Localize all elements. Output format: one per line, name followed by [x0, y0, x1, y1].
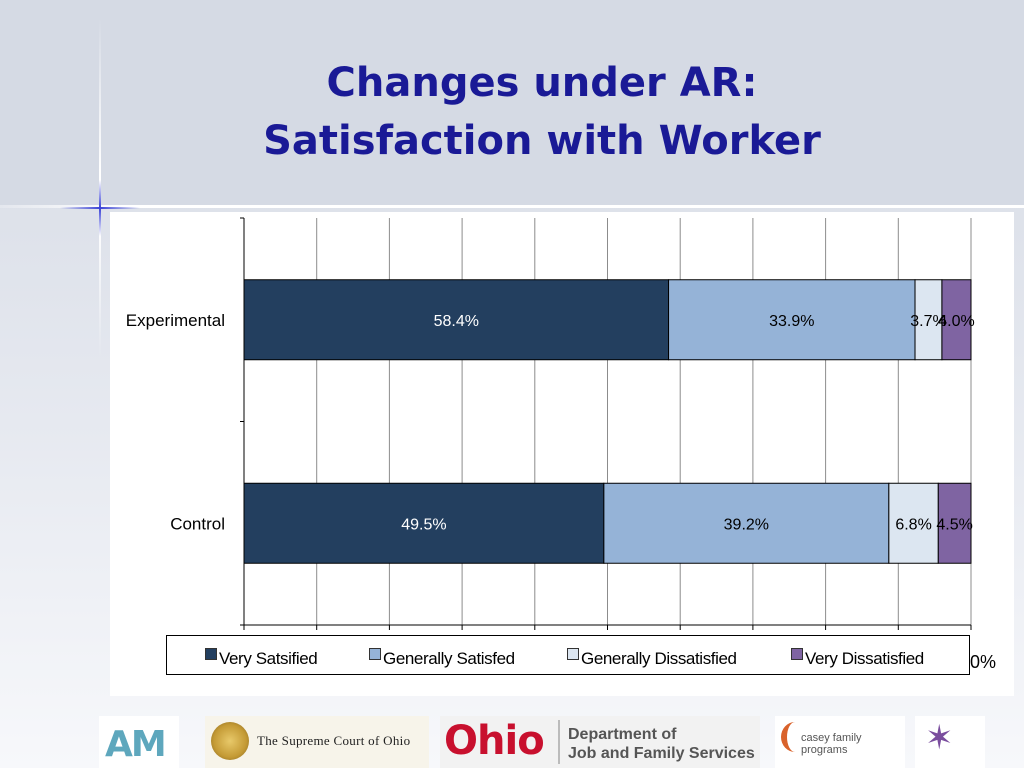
casey-swoosh-icon — [781, 722, 809, 752]
slide-header — [0, 0, 1024, 205]
stacked-bar-chart: 58.4% 33.9% 3.7%4.0% 49.5% 39.2% 6.8% 4.5% Exp… — [126, 217, 975, 630]
legend-label: Very Satsified — [219, 649, 318, 668]
court-logo: The Supreme Court of Ohio — [205, 716, 429, 768]
logo-separator — [558, 720, 560, 764]
data-label: 3.7% — [910, 313, 946, 330]
childrens-trust-fund-icon: ✶ — [915, 716, 985, 768]
slide-title: Changes under AR: Satisfaction with Work… — [0, 54, 1024, 170]
category-label: Control — [170, 514, 225, 533]
legend-swatch — [205, 648, 217, 660]
legend-swatch — [791, 648, 803, 660]
dept-line-1: Department of — [568, 726, 677, 743]
legend-item-very-satisfied: Very Satsified — [205, 648, 318, 668]
category-label: Experimental — [126, 311, 225, 330]
x-axis-tick-label: 0% — [970, 652, 997, 672]
bar-segment — [603, 482, 890, 564]
casey-logo: casey family programs — [775, 716, 905, 768]
legend-label: Generally Dissatisfied — [581, 649, 737, 668]
legend-label: Very Dissatisfied — [805, 649, 924, 668]
title-line-2: Satisfaction with Worker — [263, 118, 821, 164]
data-labels: 58.4% 33.9% 3.7%4.0% 49.5% 39.2% 6.8% 4.5% — [401, 313, 974, 534]
data-label: 49.5% — [401, 516, 446, 533]
legend-item-very-dissatisfied: Very Dissatisfied — [791, 648, 924, 668]
legend-item-generally-satisfied: Generally Satisfed — [369, 648, 515, 668]
bar-segment — [243, 279, 670, 361]
legend-swatch — [369, 648, 381, 660]
axes — [240, 217, 972, 630]
grid-lines — [243, 218, 972, 625]
bar-segment — [914, 279, 943, 361]
dept-line-2: Job and Family Services — [568, 745, 755, 762]
legend-swatch — [567, 648, 579, 660]
casey-logo-text: casey family programs — [801, 732, 862, 756]
data-label: 39.2% — [724, 516, 769, 533]
ohio-logo-text: Ohio — [444, 718, 545, 764]
bars — [243, 279, 972, 564]
bar-segment — [937, 482, 972, 564]
chart-legend: Very Satsified Generally Satisfed Genera… — [166, 635, 970, 675]
bar-segment — [888, 482, 939, 564]
legend-item-generally-dissatisfied: Generally Dissatisfied — [567, 648, 737, 668]
data-label: 4.5% — [936, 516, 972, 533]
data-label: 58.4% — [434, 313, 479, 330]
decorative-horizontal-line — [0, 205, 1024, 208]
sparkle-icon — [60, 180, 140, 236]
sponsor-logos: AM The Supreme Court of Ohio Ohio Depart… — [99, 712, 1024, 768]
am-logo-text: AM — [105, 724, 167, 765]
legend-label: Generally Satisfed — [383, 649, 515, 668]
bar-segment — [941, 279, 972, 361]
data-label: 6.8% — [895, 516, 931, 533]
chart-panel: 58.4% 33.9% 3.7% 4.0% 49.5% 39.2% 6.8% 4.5% Exp… — [110, 212, 1014, 696]
data-label: 33.9% — [769, 313, 814, 330]
court-logo-text: The Supreme Court of Ohio — [257, 733, 411, 748]
court-seal-icon — [211, 722, 249, 760]
am-logo-icon: AM — [99, 716, 179, 768]
ohio-logo-icon: Ohio Department of Job and Family Servic… — [440, 716, 760, 768]
title-line-1: Changes under AR: — [326, 60, 758, 106]
category-labels: Experimental Control — [126, 311, 225, 534]
data-label: 4.0% — [938, 313, 974, 330]
bar-segment — [243, 482, 605, 564]
